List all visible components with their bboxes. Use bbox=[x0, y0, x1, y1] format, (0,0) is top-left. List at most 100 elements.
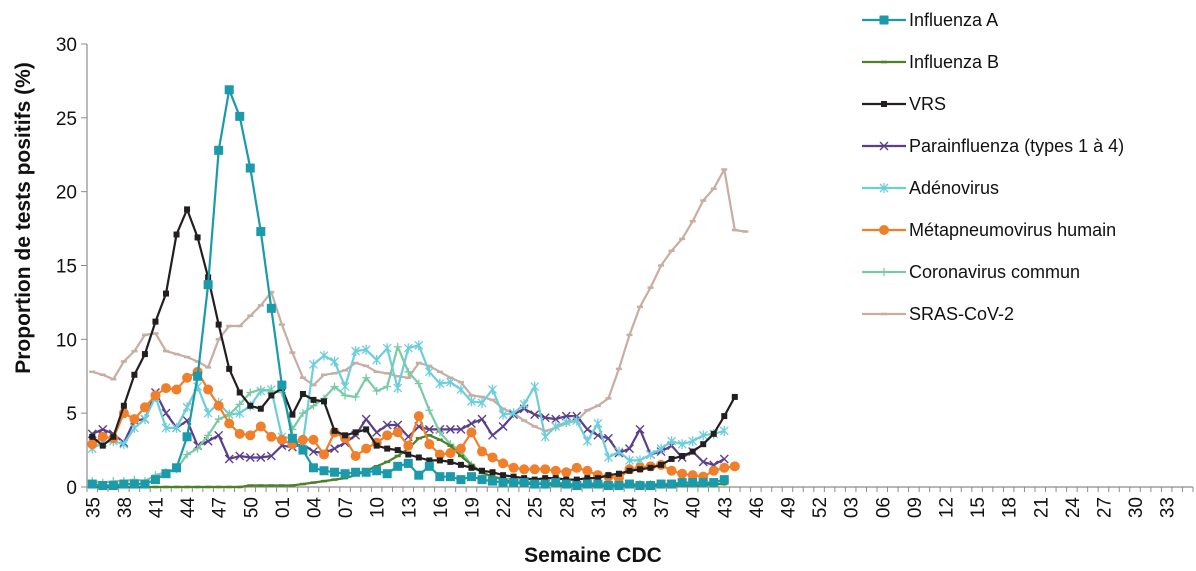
data-point bbox=[435, 472, 445, 482]
data-point bbox=[424, 461, 434, 471]
data-point bbox=[393, 420, 403, 430]
x-axis-title: Semaine CDC bbox=[524, 544, 662, 567]
data-point bbox=[415, 454, 422, 461]
data-point bbox=[424, 439, 435, 450]
legend-label: Coronavirus commun bbox=[909, 262, 1080, 282]
data-point bbox=[129, 479, 139, 489]
legend-item: Adénovirus bbox=[862, 178, 999, 198]
data-point bbox=[350, 450, 361, 461]
x-tick-label: 52 bbox=[810, 497, 831, 518]
data-point bbox=[466, 427, 477, 438]
data-point bbox=[488, 430, 498, 440]
data-point bbox=[319, 466, 329, 476]
data-point bbox=[698, 430, 708, 441]
x-tick-label: 33 bbox=[1158, 497, 1179, 518]
data-point bbox=[129, 414, 140, 425]
data-point bbox=[425, 406, 434, 415]
data-point bbox=[656, 443, 666, 454]
data-point bbox=[226, 365, 233, 372]
data-point bbox=[372, 466, 382, 476]
x-tick-label: 41 bbox=[146, 497, 167, 518]
data-point bbox=[447, 458, 454, 465]
data-point bbox=[224, 85, 234, 95]
data-point bbox=[330, 467, 340, 477]
legend-item: SRAS-CoV-2 bbox=[862, 304, 1014, 324]
data-point bbox=[466, 419, 476, 428]
data-point bbox=[372, 355, 382, 366]
legend-label: VRS bbox=[909, 94, 946, 114]
data-point bbox=[414, 340, 424, 351]
data-point bbox=[319, 350, 329, 361]
x-tick-label: 40 bbox=[684, 497, 705, 518]
data-point bbox=[509, 408, 519, 419]
data-point bbox=[140, 479, 150, 489]
data-point bbox=[434, 449, 445, 460]
data-point bbox=[731, 393, 738, 400]
data-point bbox=[98, 481, 108, 491]
data-point bbox=[235, 400, 244, 409]
x-tick-label: 16 bbox=[431, 497, 452, 518]
data-point bbox=[414, 470, 424, 480]
data-point bbox=[340, 381, 350, 392]
data-point bbox=[879, 225, 889, 235]
data-point bbox=[298, 445, 308, 455]
data-point bbox=[445, 472, 455, 482]
data-point bbox=[214, 415, 223, 424]
data-point bbox=[351, 346, 361, 357]
data-point bbox=[729, 461, 740, 472]
data-point bbox=[183, 450, 192, 459]
data-point bbox=[466, 472, 476, 482]
data-point bbox=[382, 469, 392, 479]
x-tick-label: 15 bbox=[968, 497, 989, 518]
x-tick-label: 13 bbox=[399, 497, 420, 518]
data-point bbox=[330, 356, 339, 367]
y-tick-label: 25 bbox=[56, 109, 77, 130]
data-point bbox=[255, 421, 266, 432]
x-tick-label: 18 bbox=[1000, 497, 1021, 518]
data-point bbox=[276, 434, 287, 445]
data-point bbox=[98, 424, 108, 434]
data-point bbox=[542, 475, 549, 482]
axes: 0 5 10 15 20 25 30 35 38 41 44 47 50 01 04 07 10 13 16 19 22… bbox=[56, 35, 1194, 519]
data-point bbox=[268, 392, 275, 399]
x-tick-label: 22 bbox=[494, 497, 515, 518]
data-point bbox=[215, 321, 222, 328]
data-point bbox=[394, 447, 401, 454]
data-point bbox=[319, 449, 329, 460]
data-point bbox=[424, 366, 434, 377]
data-point bbox=[108, 481, 118, 491]
data-point bbox=[488, 384, 497, 395]
data-point bbox=[582, 436, 592, 447]
data-point bbox=[488, 476, 498, 486]
legend-item: Influenza B bbox=[862, 52, 999, 72]
data-point bbox=[435, 428, 444, 437]
data-point bbox=[519, 478, 529, 488]
data-point bbox=[603, 452, 613, 463]
data-point bbox=[382, 343, 392, 354]
data-point bbox=[624, 444, 634, 454]
data-point bbox=[203, 408, 213, 419]
data-point bbox=[593, 418, 603, 429]
x-tick-label: 12 bbox=[936, 497, 957, 518]
data-point bbox=[393, 342, 402, 351]
data-point bbox=[624, 479, 634, 489]
data-point bbox=[246, 388, 255, 397]
data-point bbox=[266, 303, 276, 313]
data-point bbox=[97, 431, 108, 442]
data-point bbox=[404, 367, 413, 376]
x-tick-label: 44 bbox=[178, 497, 199, 519]
legend-label: SRAS-CoV-2 bbox=[909, 304, 1014, 324]
data-point bbox=[163, 290, 169, 297]
data-point bbox=[403, 440, 414, 451]
data-point bbox=[372, 387, 381, 396]
data-point bbox=[297, 434, 308, 445]
data-point bbox=[445, 424, 455, 434]
data-point bbox=[445, 448, 456, 459]
data-point bbox=[719, 425, 729, 436]
x-tick-label: 37 bbox=[652, 497, 673, 518]
data-point bbox=[235, 408, 245, 419]
data-point bbox=[245, 163, 255, 173]
data-point bbox=[666, 465, 677, 476]
x-tick-label: 47 bbox=[210, 497, 231, 518]
